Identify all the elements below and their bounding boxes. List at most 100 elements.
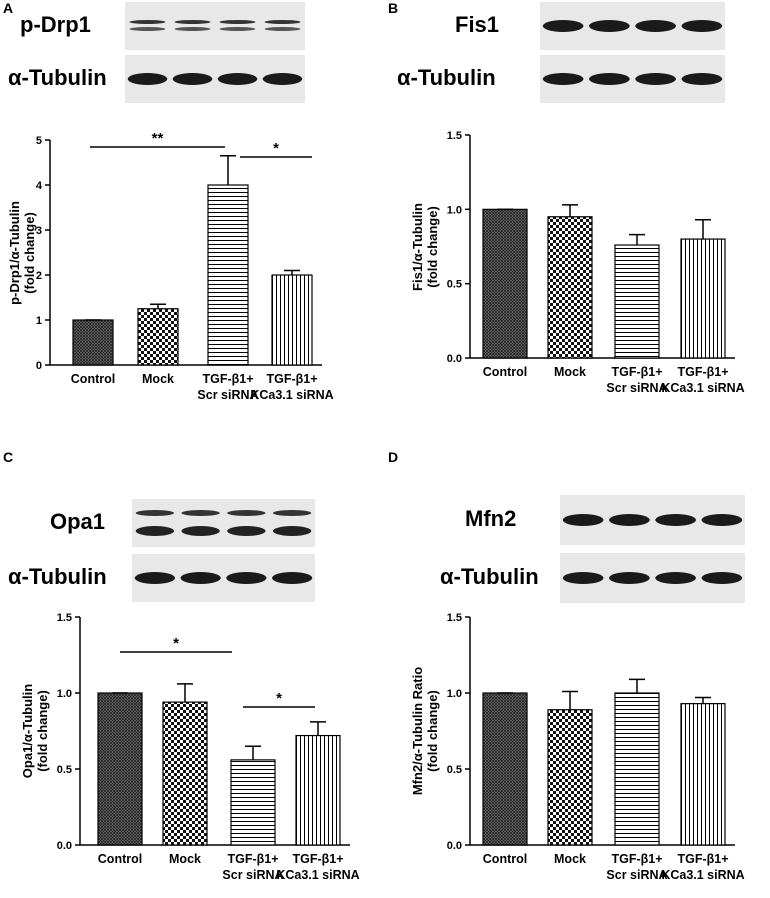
bar — [230, 759, 276, 846]
blot-band — [227, 510, 266, 516]
x-tick-label: Control — [482, 365, 528, 379]
bar — [271, 274, 313, 366]
error-bar — [245, 745, 261, 760]
blot-band — [609, 514, 650, 526]
y-tick-label: 5 — [36, 135, 42, 147]
blot-band — [681, 73, 723, 85]
panel: D 0.0 0.5 1.0 1.5 Mfn2 α-Tubulin Mfn2/α-Tubulin… — [385, 449, 770, 898]
error-bar — [310, 721, 326, 736]
blot-band — [226, 572, 267, 584]
blot-band — [542, 20, 584, 32]
blot-band — [264, 20, 301, 24]
y-tick-label: 2 — [36, 270, 42, 282]
blot-label: Mfn2 — [465, 506, 517, 531]
x-tick-label: TGF-β1+ KCa3.1 siRNA — [661, 365, 745, 395]
y-axis-label: Opa1/α-Tubulin (fold change) — [20, 683, 50, 779]
x-tick-label: Control — [482, 852, 528, 866]
blot-band — [135, 526, 175, 536]
bar — [680, 703, 726, 846]
panel-letter: C — [3, 449, 13, 465]
panel: B 0.0 0.5 1.0 1.5 Fis1 α-Tubulin Fis1/α-Tubulin… — [385, 0, 770, 449]
y-tick-label: 1.5 — [447, 130, 462, 142]
error-bar — [695, 696, 711, 704]
y-tick-label: 0.5 — [447, 279, 462, 291]
error-bar — [220, 155, 236, 185]
blot-band — [174, 27, 211, 31]
panel-svg: B 0.0 0.5 1.0 1.5 — [388, 0, 735, 365]
error-bar — [150, 303, 166, 309]
x-tick-label: Control — [97, 852, 143, 866]
error-bar — [629, 233, 645, 246]
error-bar — [629, 678, 645, 693]
y-axis-label: Mfn2/α-Tubulin Ratio (fold change) — [410, 666, 440, 796]
blot-band — [129, 20, 166, 24]
x-tick-label: TGF-β1+ KCa3.1 siRNA — [276, 852, 360, 882]
blot-band — [129, 27, 166, 31]
significance-marker: * — [173, 635, 179, 652]
y-tick-label: 1.0 — [57, 688, 72, 700]
bar — [547, 216, 593, 359]
y-tick-label: 4 — [36, 180, 43, 192]
y-tick-label: 0.0 — [447, 353, 462, 365]
blot-band — [219, 27, 256, 31]
bar — [97, 692, 143, 846]
x-tick-label: Control — [70, 372, 116, 386]
blot-band — [609, 572, 650, 584]
blot-band — [635, 73, 676, 85]
error-bar — [177, 683, 193, 703]
blot-band — [655, 572, 696, 584]
bar — [137, 308, 179, 366]
y-tick-label: 3 — [36, 225, 42, 237]
blot-band — [181, 526, 220, 536]
panel: A 0 1 2 3 4 5 ** * p-Drp1 α-Tubulin p-Drp1/α-Tubuli… — [0, 0, 385, 449]
panel-svg: C 0.0 0.5 1.0 1.5 * * — [3, 449, 350, 852]
y-tick-label: 1.0 — [447, 688, 462, 700]
blot-image — [125, 2, 305, 50]
blot-band — [681, 20, 723, 32]
bar — [614, 244, 660, 359]
blot-band — [701, 514, 743, 526]
blot-band — [589, 20, 630, 32]
significance-marker: ** — [152, 130, 164, 147]
bar — [72, 319, 114, 366]
blot-label: Fis1 — [455, 12, 500, 37]
blot-band — [181, 510, 220, 516]
blot-band — [227, 526, 266, 536]
blot-band — [174, 20, 211, 24]
blot-label: α-Tubulin — [440, 564, 539, 589]
panel-letter: B — [388, 0, 398, 16]
blot-band — [271, 572, 313, 584]
x-tick-label: TGF-β1+ KCa3.1 siRNA — [661, 852, 745, 882]
blot-band — [262, 73, 303, 85]
y-axis-label: p-Drp1/α-Tubulin (fold change) — [7, 200, 37, 305]
x-tick-label: TGF-β1+ KCa3.1 siRNA — [250, 372, 334, 402]
blot-band — [635, 20, 676, 32]
panel-letter: D — [388, 449, 398, 465]
blot-band — [542, 73, 584, 85]
bar — [680, 238, 726, 359]
blot-band — [589, 73, 630, 85]
blot-band — [217, 73, 258, 85]
y-tick-label: 1.5 — [447, 612, 462, 624]
error-bar — [562, 204, 578, 217]
blot-band — [135, 510, 175, 516]
error-bar — [284, 269, 300, 275]
error-bar — [562, 690, 578, 710]
y-tick-label: 1.0 — [447, 204, 462, 216]
x-tick-label: TGF-β1+ Scr siRNA — [222, 852, 284, 882]
blot-band — [180, 572, 221, 584]
blot-label: α-Tubulin — [8, 564, 107, 589]
blot-label: p-Drp1 — [20, 12, 91, 37]
x-tick-label: TGF-β1+ Scr siRNA — [606, 365, 668, 395]
x-tick-label: Mock — [169, 852, 201, 866]
blot-band — [134, 572, 176, 584]
bar — [547, 709, 593, 846]
y-tick-label: 1 — [36, 315, 42, 327]
blot-band — [272, 510, 312, 516]
bar — [295, 734, 341, 846]
y-tick-label: 0.0 — [447, 840, 462, 852]
blot-band — [127, 73, 168, 85]
x-tick-label: TGF-β1+ Scr siRNA — [606, 852, 668, 882]
blot-band — [701, 572, 743, 584]
